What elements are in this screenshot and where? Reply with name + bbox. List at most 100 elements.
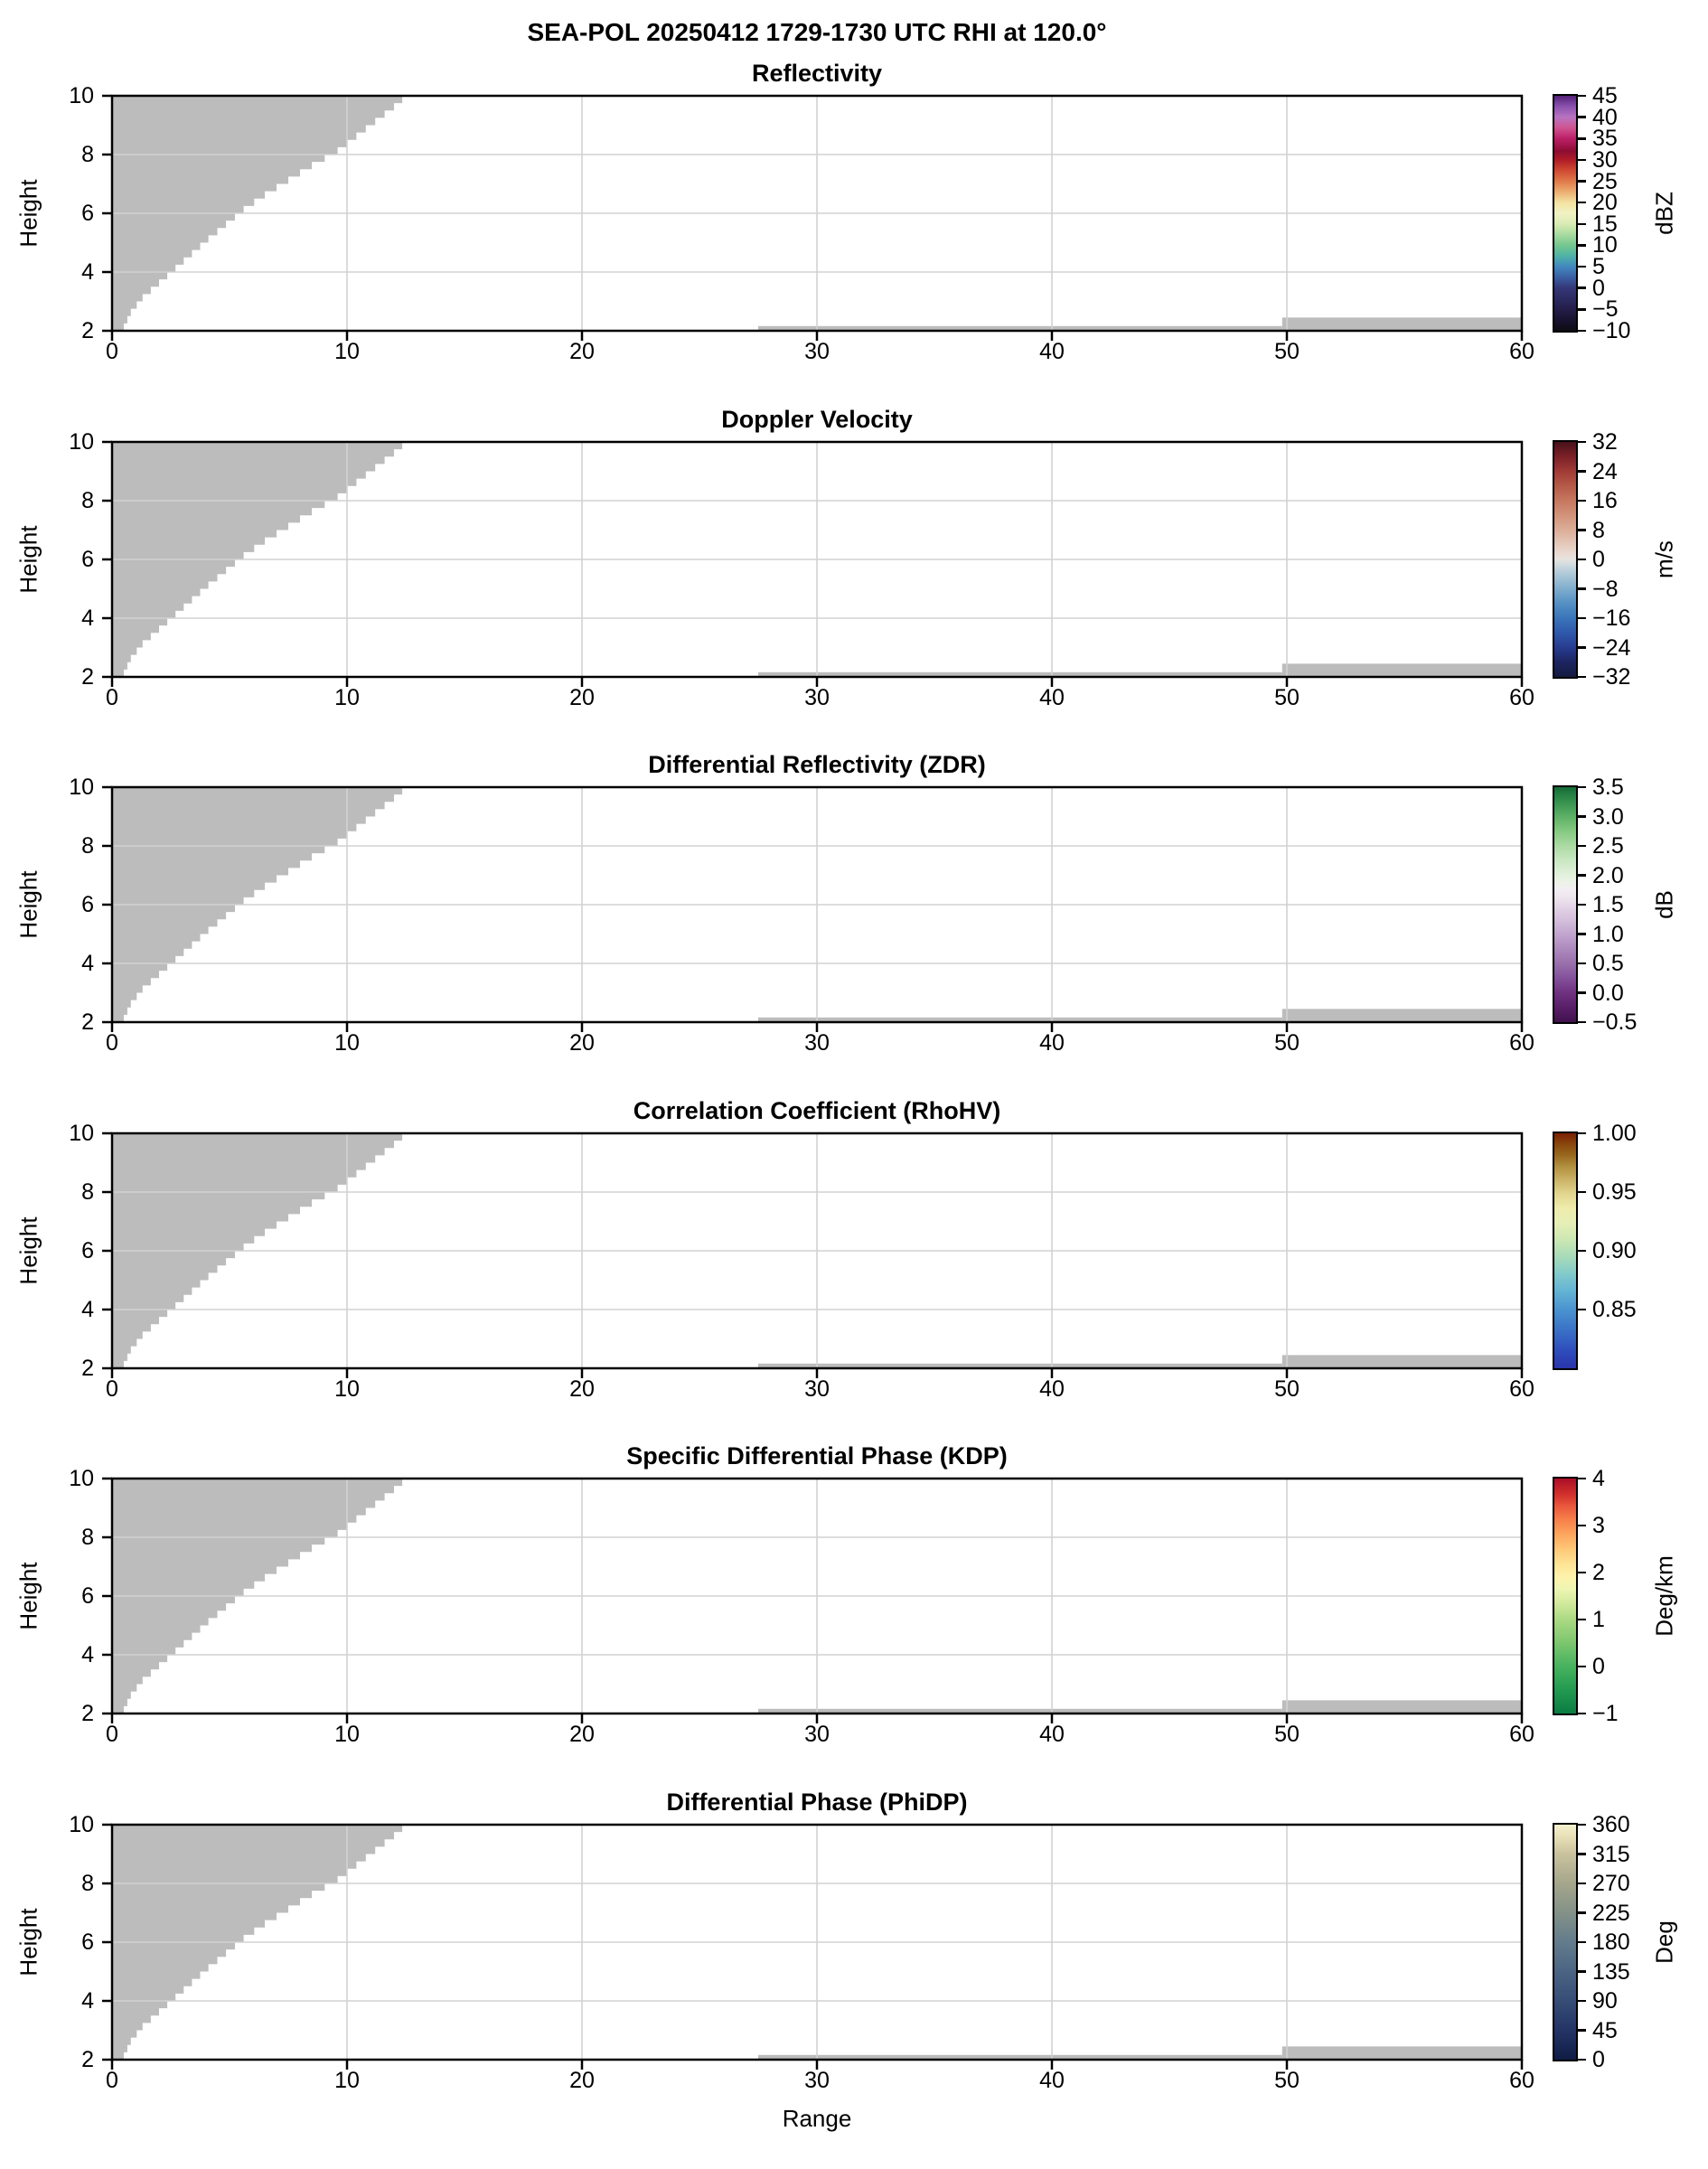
panel-title-kdp: Specific Differential Phase (KDP)	[626, 1442, 1008, 1469]
x-tick-label: 50	[1274, 1722, 1300, 1747]
colorbar-tick-mark	[1576, 815, 1586, 818]
y-tick-label: 2	[81, 318, 94, 343]
colorbar-tick-label: 0.95	[1592, 1179, 1637, 1205]
colorbar-tick-mark	[1576, 440, 1586, 444]
colorbar-tick-mark	[1576, 785, 1586, 789]
x-tick-label: 0	[106, 1722, 118, 1747]
colorbar-tick-label: −16	[1592, 606, 1631, 631]
axis-ylabel-height: Height	[14, 1216, 42, 1285]
x-tick-label: 10	[334, 1030, 360, 1056]
axis-ylabel-height: Height	[14, 179, 42, 248]
colorbar-tick-label: −24	[1592, 634, 1631, 661]
colorbar-unit-label: dB	[1650, 890, 1678, 919]
colorbar-tick-label: 45	[1592, 2017, 1618, 2043]
colorbar-tick-label: 40	[1592, 104, 1618, 130]
colorbar-tick-label: 225	[1592, 1900, 1630, 1926]
colorbar-tick-mark	[1576, 158, 1586, 162]
colorbar-tick-mark	[1576, 1853, 1586, 1855]
y-tick-label: 6	[81, 1930, 94, 1955]
colorbar-tick-mark	[1576, 499, 1586, 502]
masked-region-ground-strip	[758, 1017, 1282, 1022]
colorbar-tick-mark	[1576, 1131, 1586, 1135]
y-tick-label: 6	[81, 547, 94, 572]
x-tick-label: 50	[1274, 2068, 1300, 2093]
colorbar-tick-label: 1	[1592, 1607, 1605, 1632]
colorbar-tick-mark	[1576, 470, 1586, 473]
axis-ylabel-height: Height	[14, 525, 42, 594]
x-tick-label: 50	[1274, 339, 1300, 364]
colorbar-tick-label: 135	[1592, 1958, 1630, 1985]
colorbar-reflectivity	[1553, 94, 1578, 333]
x-tick-label: 10	[334, 685, 360, 710]
colorbar-tick-label: 8	[1592, 517, 1605, 543]
x-tick-label: 30	[804, 1030, 830, 1056]
masked-region-ground-strip	[758, 1363, 1282, 1368]
x-tick-label: 40	[1039, 2068, 1065, 2093]
axis-ylabel-height: Height	[14, 870, 42, 939]
colorbar-tick-label: 24	[1592, 458, 1618, 484]
y-tick-label: 10	[69, 1812, 94, 1837]
colorbar-tick-label: −1	[1592, 1701, 1619, 1726]
colorbar-tick-mark	[1576, 180, 1586, 183]
x-tick-label: 20	[569, 339, 595, 364]
colorbar-kdp	[1553, 1477, 1578, 1715]
x-tick-label: 60	[1509, 1376, 1534, 1402]
y-tick-label: 8	[81, 1871, 94, 1896]
colorbar-tick-mark	[1576, 903, 1586, 906]
colorbar-tick-mark	[1576, 137, 1586, 140]
x-tick-label: 40	[1039, 1030, 1065, 1056]
y-tick-label: 2	[81, 1701, 94, 1726]
y-tick-label: 8	[81, 488, 94, 513]
y-tick-label: 6	[81, 1238, 94, 1263]
x-tick-label: 50	[1274, 1376, 1300, 1402]
colorbar-tick-mark	[1576, 94, 1586, 98]
colorbar-tick-mark	[1576, 1249, 1586, 1253]
x-tick-label: 20	[569, 1030, 595, 1056]
masked-region-ground-strip	[1281, 317, 1522, 331]
rhi-plot-phidp	[102, 1823, 1524, 2070]
colorbar-tick-label: 3.5	[1592, 775, 1624, 800]
colorbar-tick-label: 1.5	[1592, 892, 1624, 917]
y-tick-label: 4	[81, 606, 94, 631]
y-tick-label: 10	[69, 429, 94, 455]
colorbar-tick-label: −5	[1592, 296, 1619, 323]
x-tick-label: 0	[106, 2068, 118, 2093]
colorbar-tick-label: −8	[1592, 576, 1619, 602]
colorbar-tick-mark	[1576, 1618, 1586, 1621]
colorbar-tick-label: 25	[1592, 168, 1618, 194]
x-tick-label: 10	[334, 339, 360, 364]
y-tick-label: 2	[81, 1356, 94, 1381]
colorbar-tick-mark	[1576, 265, 1586, 268]
y-tick-label: 2	[81, 1009, 94, 1035]
x-tick-label: 0	[106, 1030, 118, 1056]
x-tick-label: 40	[1039, 685, 1065, 710]
colorbar-tick-mark	[1576, 1970, 1586, 1973]
colorbar-tick-mark	[1576, 933, 1586, 935]
colorbar-tick-mark	[1576, 1882, 1586, 1885]
colorbar-tick-label: 0.0	[1592, 980, 1624, 1006]
x-tick-label: 30	[804, 2068, 830, 2093]
x-tick-label: 50	[1274, 685, 1300, 710]
colorbar-tick-label: 3	[1592, 1513, 1605, 1538]
x-tick-label: 60	[1509, 685, 1534, 710]
colorbar-phidp	[1553, 1823, 1578, 2061]
masked-region-ground-strip	[1281, 1355, 1522, 1368]
colorbar-tick-mark	[1576, 1308, 1586, 1311]
colorbar-tick-label: 0	[1592, 1654, 1605, 1679]
axis-xlabel-range: Range	[782, 2105, 852, 2132]
y-tick-label: 10	[69, 1121, 94, 1146]
y-tick-label: 4	[81, 951, 94, 976]
colorbar-tick-label: 0	[1592, 547, 1605, 572]
y-tick-label: 8	[81, 833, 94, 859]
colorbar-tick-mark	[1576, 244, 1586, 247]
rhi-plot-zdr	[102, 785, 1524, 1032]
rhi-plot-reflectivity	[102, 94, 1524, 341]
colorbar-tick-mark	[1576, 646, 1586, 649]
colorbar-tick-label: 30	[1592, 146, 1618, 173]
y-tick-label: 6	[81, 201, 94, 226]
colorbar-tick-mark	[1576, 116, 1586, 118]
colorbar-tick-mark	[1576, 308, 1586, 311]
x-tick-label: 50	[1274, 1030, 1300, 1056]
x-tick-label: 20	[569, 1722, 595, 1747]
